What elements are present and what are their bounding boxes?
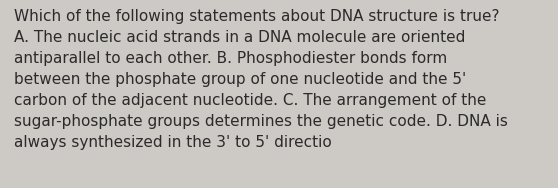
Text: Which of the following statements about DNA structure is true?
A. The nucleic ac: Which of the following statements about … [14, 9, 508, 150]
